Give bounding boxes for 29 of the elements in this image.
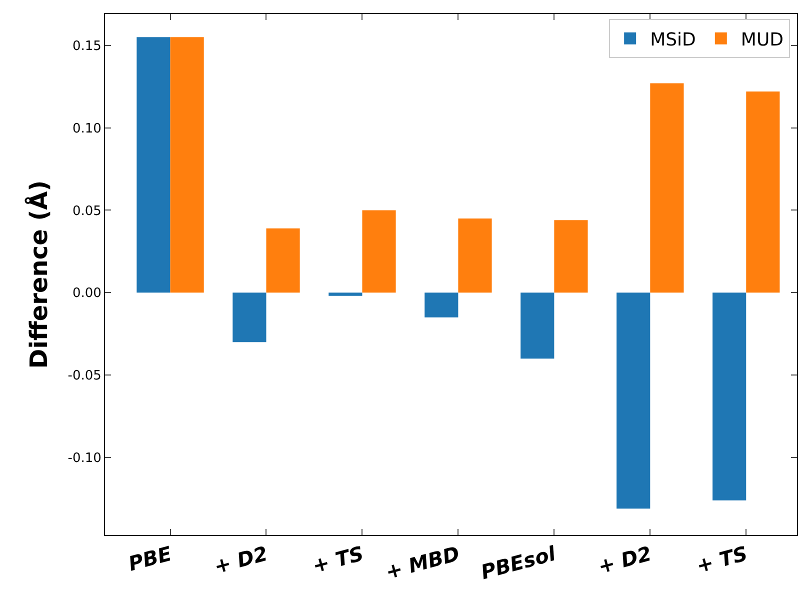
bar: [170, 37, 204, 293]
bar: [554, 220, 588, 293]
y-tick-label: 0.10: [72, 121, 102, 136]
bar: [712, 292, 746, 500]
bar: [746, 91, 780, 293]
x-tick-label: + TS: [694, 541, 750, 578]
bar: [520, 292, 554, 359]
bar: [424, 292, 458, 318]
legend-label: MSiD: [650, 29, 696, 50]
bar: [232, 292, 266, 342]
x-tick-label: + MBD: [382, 541, 462, 584]
y-tick-label: 0.05: [72, 204, 102, 219]
bar: [616, 292, 650, 509]
bar: [328, 292, 362, 296]
y-tick-label: -0.10: [68, 451, 102, 466]
x-tick-label: + D2: [212, 541, 270, 579]
bar: [650, 83, 684, 293]
bar: [362, 210, 396, 293]
bar: [458, 218, 492, 293]
y-axis-title: Difference (Å): [24, 180, 53, 369]
bar: [136, 37, 170, 293]
y-tick-label: 0.15: [72, 38, 102, 54]
legend-label: MUD: [740, 29, 784, 50]
x-tick-label: + D2: [595, 541, 654, 579]
y-tick-label: 0.00: [72, 286, 102, 302]
x-tick-label: + TS: [310, 541, 366, 578]
x-tick-label: PBE: [126, 541, 174, 576]
y-tick-label: -0.05: [68, 368, 102, 384]
bar: [266, 228, 300, 293]
